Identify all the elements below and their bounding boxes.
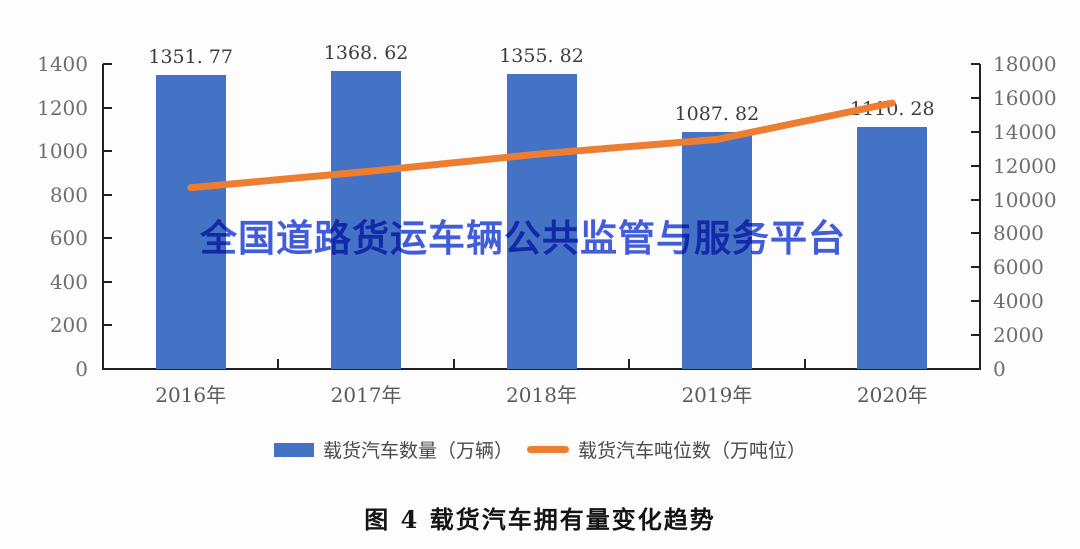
left-axis-tick-label: 0 xyxy=(75,357,88,381)
bar-value-label: 1355. 82 xyxy=(499,44,584,67)
right-axis-tick xyxy=(971,300,980,303)
left-axis-line xyxy=(102,64,104,369)
right-axis-tick-label: 0 xyxy=(993,357,1006,381)
left-axis-tick-label: 1200 xyxy=(37,95,88,120)
bar-value-label: 1351. 77 xyxy=(148,45,233,68)
bar-value-label: 1368. 62 xyxy=(323,41,409,64)
legend-item-line: 载货汽车吨位数（万吨位） xyxy=(527,436,806,463)
left-axis-tick xyxy=(103,324,112,327)
left-axis-tick xyxy=(103,237,112,240)
bar-2019年 xyxy=(681,132,752,369)
right-axis-tick xyxy=(971,63,980,65)
right-axis-tick-label: 12000 xyxy=(993,153,1057,178)
right-axis-tick-label: 4000 xyxy=(993,289,1044,314)
x-axis-tick xyxy=(628,359,631,368)
x-axis-label: 2017年 xyxy=(330,383,402,407)
right-axis-tick xyxy=(971,266,980,269)
bar-2016年 xyxy=(155,74,226,369)
left-axis-tick xyxy=(103,193,112,196)
bar-series-label: 载货汽车数量（万辆） xyxy=(322,440,513,462)
left-axis-tick xyxy=(103,106,112,109)
x-axis-tick xyxy=(803,359,806,368)
line-series-label: 载货汽车吨位数（万吨位） xyxy=(578,440,807,462)
bar-value-label: 1110. 28 xyxy=(849,98,935,121)
left-axis-tick-label: 800 xyxy=(49,182,88,207)
x-axis-tick xyxy=(452,359,455,368)
left-axis-tick-label: 200 xyxy=(49,313,88,338)
bar-value-label: 1087. 82 xyxy=(674,103,760,125)
figure-caption: 图 4 载货汽车拥有量变化趋势 xyxy=(364,505,716,534)
watermark-text: 全国道路货运车辆公共监管与服务平台 xyxy=(200,216,846,260)
x-axis-label: 2019年 xyxy=(681,383,753,407)
bar-2017年 xyxy=(331,70,402,369)
right-axis-tick-label: 14000 xyxy=(993,119,1057,144)
bar-2018年 xyxy=(506,73,577,369)
left-axis-tick-label: 400 xyxy=(49,269,88,294)
bar-2020年 xyxy=(857,127,928,369)
right-axis-tick-label: 8000 xyxy=(993,221,1044,246)
right-axis-tick-label: 10000 xyxy=(993,187,1057,212)
right-axis-tick xyxy=(971,334,980,337)
line-series-swatch xyxy=(527,446,569,453)
x-axis-tick xyxy=(277,359,280,368)
chart-legend: 载货汽车数量（万辆） 载货汽车吨位数（万吨位） xyxy=(0,436,1080,463)
left-axis-tick xyxy=(103,63,112,65)
left-axis-tick-label: 1000 xyxy=(37,139,88,164)
x-axis-label: 2016年 xyxy=(155,383,227,407)
right-axis-tick xyxy=(971,130,980,133)
trend-line-layer xyxy=(187,99,896,192)
right-axis-tick xyxy=(971,232,980,235)
x-axis-label: 2020年 xyxy=(856,383,928,407)
right-axis-tick xyxy=(971,198,980,201)
bottom-axis-line xyxy=(102,368,981,370)
left-axis-tick-label: 600 xyxy=(49,226,88,251)
right-axis-line xyxy=(979,64,981,369)
right-axis-tick-label: 16000 xyxy=(993,85,1057,110)
legend-item-bars: 载货汽车数量（万辆） xyxy=(273,436,513,463)
right-axis-tick-label: 18000 xyxy=(993,52,1057,76)
left-axis-tick-label: 1400 xyxy=(37,52,88,76)
right-axis-tick xyxy=(971,96,980,99)
x-axis-label: 2018年 xyxy=(506,383,577,407)
left-axis-tick xyxy=(103,280,112,283)
right-axis-tick-label: 2000 xyxy=(993,323,1044,348)
trend-line xyxy=(187,99,896,192)
right-axis-tick xyxy=(971,164,980,167)
left-axis-tick xyxy=(103,150,112,153)
bar-series-swatch xyxy=(273,442,314,457)
right-axis-tick-label: 6000 xyxy=(993,255,1044,280)
